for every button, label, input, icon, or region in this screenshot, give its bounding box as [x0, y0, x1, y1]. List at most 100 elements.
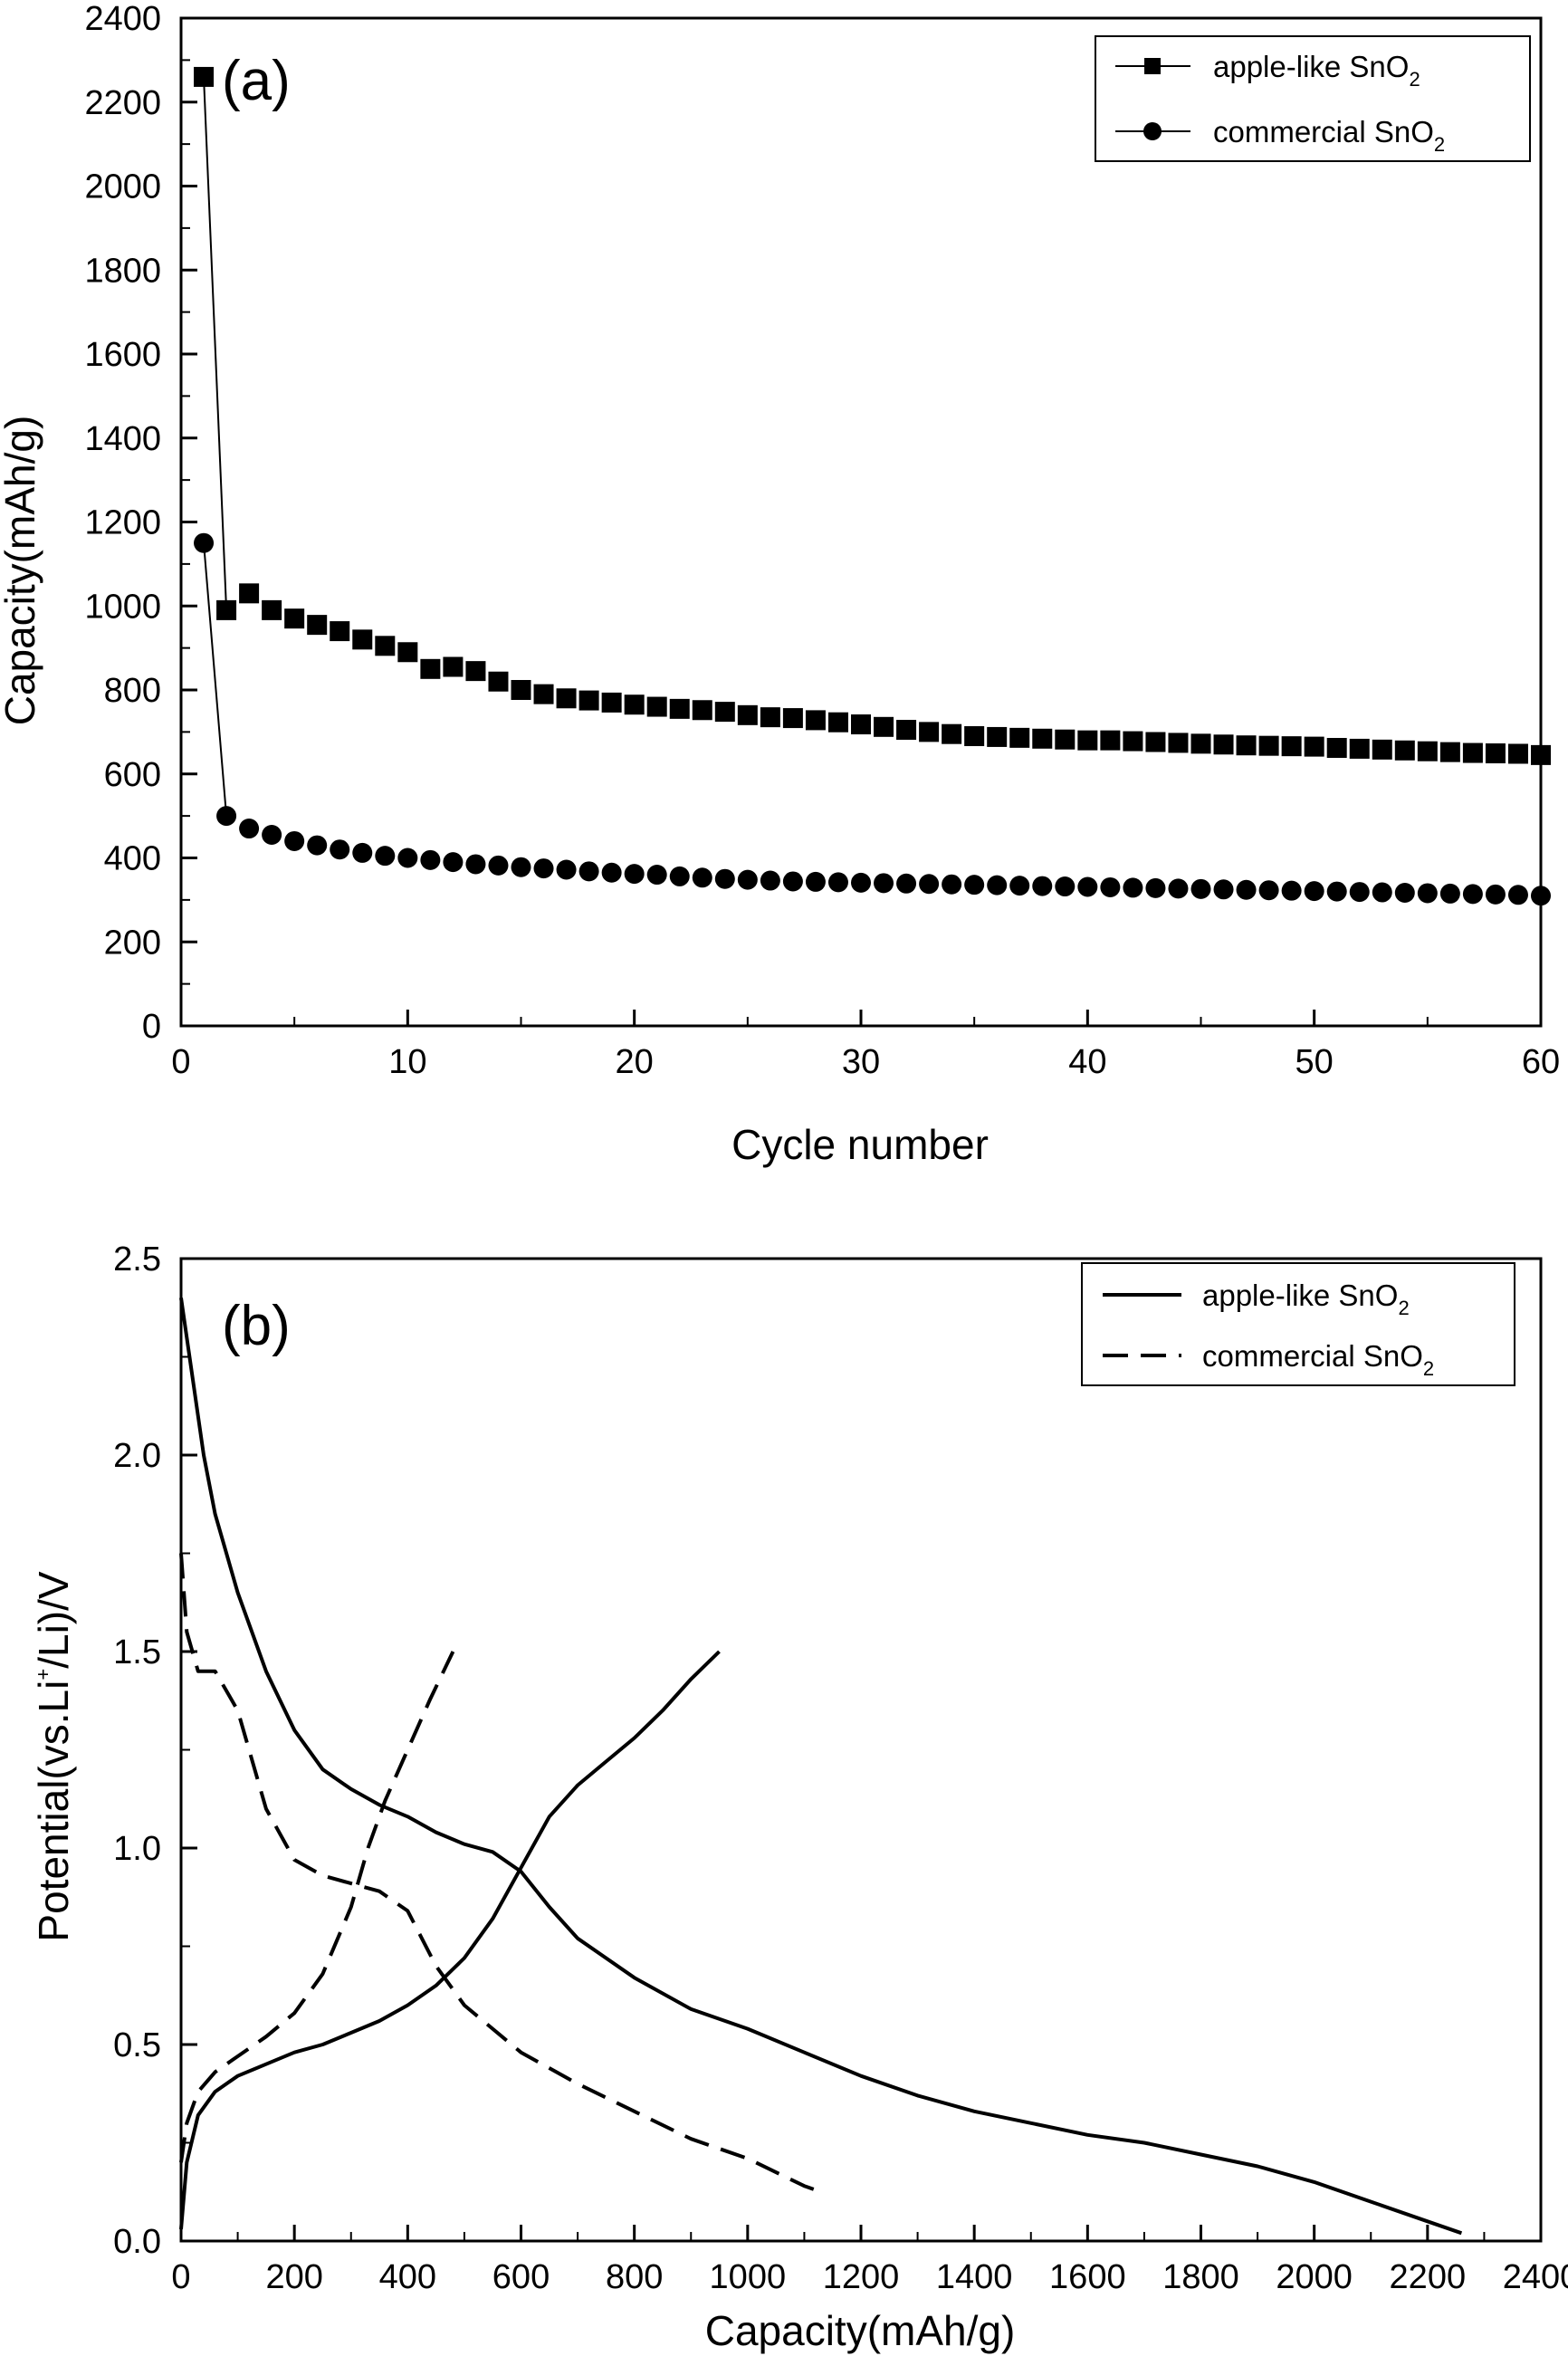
panel-a-y-tick-label: 2200: [84, 84, 161, 122]
panel-a-point-square: [1462, 742, 1483, 763]
panel-a-point-square: [216, 599, 237, 620]
panel-a-point-circle: [964, 875, 985, 895]
panel-a-point-circle: [874, 873, 894, 894]
panel-a-point-circle: [1032, 876, 1053, 896]
panel-a-point-circle: [1145, 877, 1166, 898]
panel-a-point-circle: [1009, 876, 1030, 896]
panel-a-point-circle: [443, 852, 464, 873]
panel-a-legend-square-marker: [1144, 58, 1161, 74]
panel-b-x-tick-label: 1200: [823, 2258, 900, 2296]
panel-a-point-circle: [737, 869, 758, 890]
panel-a-point-circle: [375, 846, 396, 867]
panel-a-point-square: [805, 710, 826, 731]
panel-a-point-circle: [578, 861, 599, 882]
panel-b-x-tick-label: 200: [265, 2258, 322, 2296]
panel-b-x-tick-label: 1000: [710, 2258, 787, 2296]
panel-a-point-circle: [262, 824, 282, 845]
panel-a-point-circle: [1258, 880, 1279, 901]
panel-a-point-square: [851, 714, 871, 735]
panel-a-series-1-connector: [203, 542, 228, 817]
legend-a-apple-name: apple-like SnO: [1213, 50, 1409, 83]
panel-a-point-square: [465, 661, 486, 682]
panel-a-point-circle: [692, 867, 712, 888]
panel-a-ticks: 0 10 20 30 40 50 60020040060080010001200140016…: [84, 0, 1560, 1081]
panel-a-point-circle: [488, 855, 509, 876]
panel-a-point-circle: [1168, 878, 1189, 899]
panel-a-point-circle: [624, 864, 645, 885]
panel-a-point-circle: [352, 842, 373, 863]
panel-a-point-square: [330, 621, 350, 642]
panel-a-x-tick-label: 20: [616, 1043, 654, 1081]
panel-a-point-square: [1145, 732, 1166, 752]
panel-b-y-tick-label: 2.0: [113, 1437, 161, 1475]
panel-a-point-square: [1304, 736, 1324, 757]
panel-a-point-square: [1009, 727, 1030, 748]
panel-b-label: (b): [222, 1295, 291, 1357]
panel-a-point-square: [942, 723, 962, 744]
panel-a-point-square: [1439, 742, 1460, 762]
panel-a-point-circle: [307, 835, 328, 856]
panel-b-y-tick-label: 2.5: [113, 1240, 161, 1279]
panel-a-y-tick-label: 1400: [84, 420, 161, 458]
panel-a-point-square: [646, 696, 667, 717]
panel-a-point-circle: [1349, 882, 1370, 903]
panel-a-point-square: [1213, 734, 1234, 755]
panel-a-point-square: [874, 716, 894, 737]
panel-a-point-circle: [919, 874, 940, 895]
panel-b-legend-label-apple: apple-like SnO2: [1202, 1279, 1410, 1319]
panel-a-legend-box: [1095, 35, 1531, 162]
panel-b-x-tick-label: 0: [171, 2258, 190, 2296]
panel-a-point-circle: [987, 875, 1008, 895]
legend-a-apple-subscript: 2: [1409, 68, 1420, 91]
panel-a-point-square: [1485, 743, 1506, 764]
panel-a-point-circle: [1304, 881, 1324, 902]
panel-b-series-0-curve-0: [179, 1650, 721, 2230]
panel-a-point-circle: [239, 819, 260, 839]
panel-a-point-square: [284, 608, 305, 629]
panel-b-y-tick-label: 1.5: [113, 1633, 161, 1671]
panel-a-point-square: [1032, 728, 1053, 749]
panel-a-point-circle: [827, 872, 848, 893]
panel-a-chart: 0 10 20 30 40 50 60020040060080010001200140016…: [0, 0, 1560, 1168]
panel-b-series-1-curve-0: [179, 1651, 455, 2163]
panel-a-y-tick-label: 2000: [84, 168, 161, 206]
panel-b-x-axis-title: Capacity(mAh/g): [705, 2307, 1016, 2354]
panel-a-point-circle: [1213, 879, 1234, 900]
panel-b-y-axis-title-suffix: /Li)/V: [30, 1571, 77, 1669]
panel-a-series-0-connector: [203, 76, 228, 610]
panel-a-legend-label-apple: apple-like SnO2: [1213, 50, 1420, 91]
panel-a-point-circle: [714, 868, 735, 889]
panel-a-point-square: [239, 583, 260, 604]
legend-b-apple-name: apple-like SnO: [1202, 1279, 1398, 1312]
panel-a-x-tick-label: 30: [842, 1043, 880, 1081]
panel-b-chart: 0 200 400 600 800 1000 1200 1400 1600 1800 2000 220…: [30, 1240, 1568, 2354]
panel-a-point-square: [1417, 741, 1438, 761]
panel-a-y-tick-label: 1200: [84, 504, 161, 542]
panel-a-point-square: [511, 680, 531, 700]
panel-a-point-square: [1349, 738, 1370, 759]
panel-a-point-circle: [1485, 884, 1506, 905]
panel-a-point-square: [1394, 740, 1415, 761]
panel-a-point-circle: [1507, 885, 1528, 905]
panel-b-series-0-curve-1: [179, 1298, 1463, 2236]
panel-b-legend-label-commercial: commercial SnO2: [1202, 1339, 1434, 1380]
panel-a-point-square: [375, 636, 396, 656]
panel-b-legend-box: [1081, 1262, 1515, 1386]
panel-a-point-circle: [942, 874, 962, 895]
panel-a-point-square: [1100, 730, 1121, 751]
panel-a-point-circle: [216, 806, 237, 827]
panel-a-point-circle: [805, 871, 826, 892]
panel-a-y-axis-title: Capacity(mAh/g): [0, 416, 43, 726]
panel-a-point-square: [1055, 729, 1076, 750]
panel-b-x-tick-label: 600: [492, 2258, 550, 2296]
panel-a-x-tick-label: 0: [171, 1043, 190, 1081]
panel-a-point-circle: [1394, 882, 1415, 903]
panel-a-point-circle: [1372, 882, 1392, 903]
panel-a-point-circle: [1055, 876, 1076, 897]
panel-a-point-square: [760, 707, 780, 728]
legend-a-commercial-subscript: 2: [1434, 133, 1445, 156]
panel-b-y-axis-title-superscript: +: [32, 1669, 54, 1681]
panel-b-y-tick-label: 0.0: [113, 2223, 161, 2261]
panel-a-point-circle: [1417, 883, 1438, 904]
